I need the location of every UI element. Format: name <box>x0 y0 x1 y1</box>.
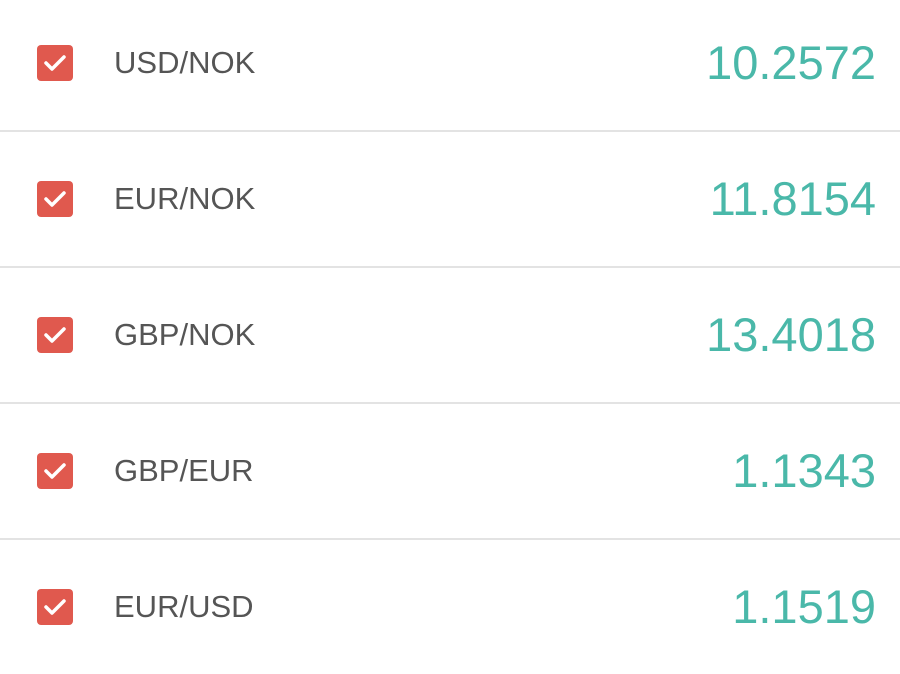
rate-value: 13.4018 <box>706 308 876 361</box>
pair-checkbox[interactable] <box>37 589 73 625</box>
rate-value: 11.8154 <box>709 172 876 225</box>
rate-row: GBP/EUR 1.1343 <box>0 404 900 540</box>
pair-checkbox[interactable] <box>37 181 73 217</box>
pair-checkbox[interactable] <box>37 45 73 81</box>
pair-checkbox[interactable] <box>37 317 73 353</box>
pair-label: GBP/EUR <box>114 453 254 488</box>
pair-label: EUR/NOK <box>114 181 256 216</box>
rate-value: 1.1343 <box>732 444 876 497</box>
checkmark-icon <box>44 599 66 615</box>
rate-value: 10.2572 <box>706 36 876 89</box>
checkmark-icon <box>44 463 66 479</box>
rate-value: 1.1519 <box>732 580 876 633</box>
checkmark-icon <box>44 55 66 71</box>
rate-row: GBP/NOK 13.4018 <box>0 268 900 404</box>
checkmark-icon <box>44 191 66 207</box>
rate-row: USD/NOK 10.2572 <box>0 0 900 132</box>
pair-label: USD/NOK <box>114 45 256 80</box>
rate-row: EUR/USD 1.1519 <box>0 540 900 674</box>
rate-row: EUR/NOK 11.8154 <box>0 132 900 268</box>
pair-label: EUR/USD <box>114 589 254 624</box>
pair-label: GBP/NOK <box>114 317 256 352</box>
pair-checkbox[interactable] <box>37 453 73 489</box>
checkmark-icon <box>44 327 66 343</box>
